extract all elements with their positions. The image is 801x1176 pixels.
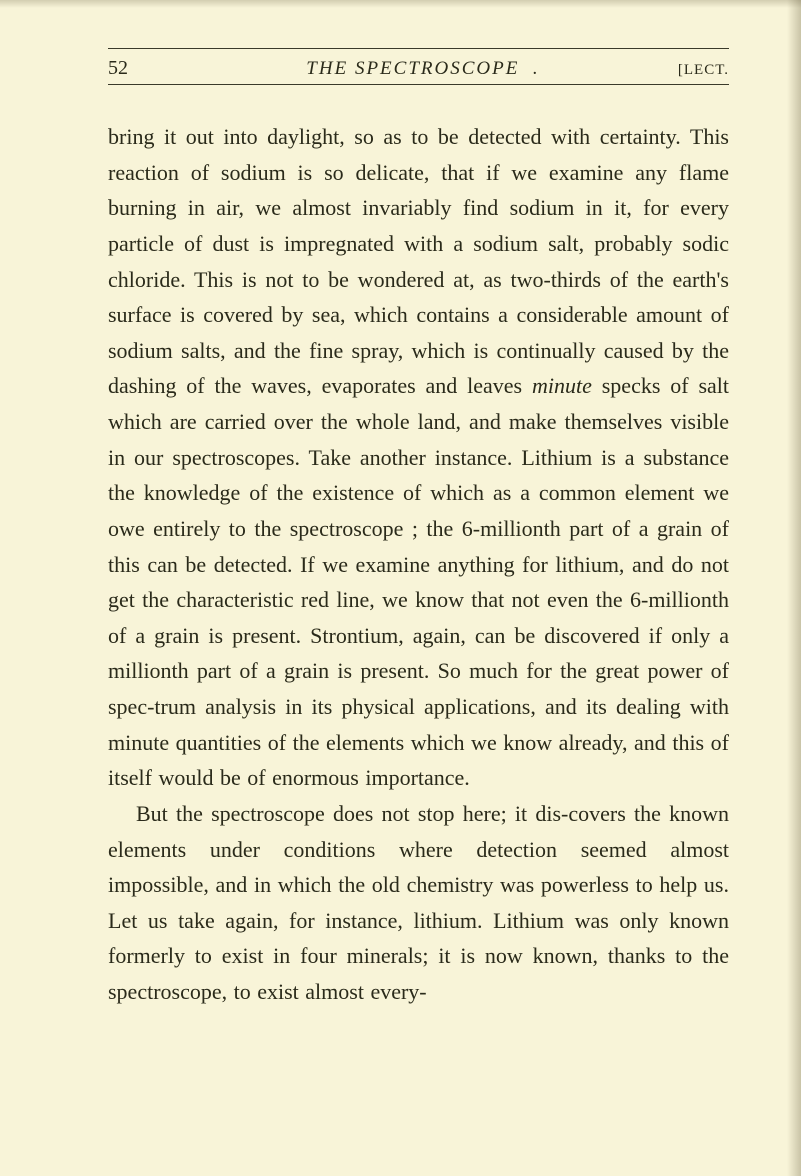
header-row: 52 THE SPECTROSCOPE . [LECT. [108, 53, 729, 85]
p1-text-b: specks of salt which are carried over th… [108, 373, 729, 790]
paragraph-1: bring it out into daylight, so as to be … [108, 119, 729, 796]
page-container: 52 THE SPECTROSCOPE . [LECT. bring it ou… [0, 0, 801, 1176]
p1-italic-minute: minute [532, 373, 592, 398]
book-title-text: THE SPECTROSCOPE [306, 58, 519, 79]
section-label: [LECT. [678, 62, 729, 79]
title-suffix: . [533, 58, 540, 79]
p1-text-a: bring it out into daylight, so as to be … [108, 124, 729, 398]
body-text: bring it out into daylight, so as to be … [108, 119, 729, 1010]
header-divider [108, 87, 729, 93]
page-number: 52 [108, 57, 128, 80]
paragraph-2: But the spectroscope does not stop here;… [108, 796, 729, 1010]
book-title: THE SPECTROSCOPE . [168, 58, 678, 80]
header-rule-top [108, 48, 729, 49]
